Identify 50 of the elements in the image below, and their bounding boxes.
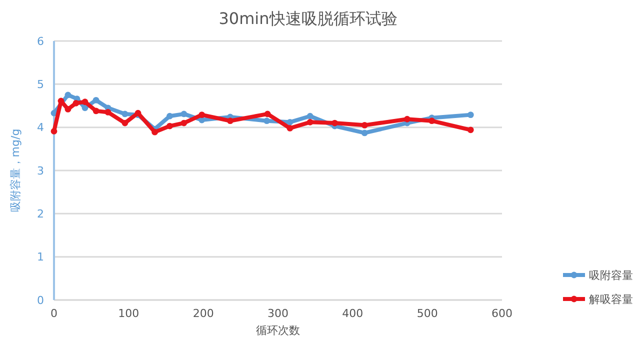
point [306, 118, 314, 126]
y-tick-label: 3 [37, 164, 44, 178]
x-tick-label: 0 [50, 307, 58, 320]
point [264, 110, 271, 118]
point [306, 112, 314, 120]
y-axis-title: 吸附容量，mg/g [9, 128, 22, 212]
point [332, 120, 338, 126]
x-tick-label: 300 [268, 307, 288, 320]
point [92, 108, 100, 114]
point [361, 130, 368, 136]
legend-label: 吸附容量 [589, 268, 633, 282]
y-tick-label: 4 [37, 121, 44, 134]
point [82, 98, 88, 106]
point [361, 122, 368, 128]
point [92, 96, 100, 104]
point [166, 122, 173, 130]
point [467, 112, 474, 118]
point [404, 116, 410, 122]
point [198, 112, 206, 118]
y-tick-label: 6 [37, 34, 44, 48]
chart-title: 30min快速吸脱循环试验 [218, 9, 398, 28]
x-tick-label: 400 [342, 307, 364, 320]
x-tick-label: 500 [416, 307, 438, 320]
point [64, 106, 72, 112]
point [467, 126, 474, 134]
point [104, 109, 112, 116]
y-tick-label: 1 [37, 250, 44, 264]
point [286, 118, 294, 126]
point [286, 124, 294, 132]
point [122, 120, 128, 126]
x-tick-label: 600 [492, 307, 512, 320]
y-tick-label: 5 [37, 78, 44, 92]
y-tick-label: 0 [37, 294, 44, 307]
point [122, 110, 128, 118]
point [64, 92, 72, 98]
point [180, 110, 188, 118]
x-axis-title: 循环次数 [256, 324, 300, 337]
point [72, 100, 80, 106]
y-tick-label: 2 [37, 208, 44, 221]
point [152, 128, 158, 136]
point [50, 128, 58, 134]
point [82, 104, 88, 112]
x-tick-label: 200 [192, 307, 214, 320]
point [264, 118, 270, 124]
legend-label: 解吸容量 [589, 292, 633, 306]
x-tick-label: 100 [118, 307, 140, 320]
point [166, 112, 173, 120]
point [180, 120, 188, 126]
point [227, 118, 234, 124]
point [428, 118, 436, 124]
